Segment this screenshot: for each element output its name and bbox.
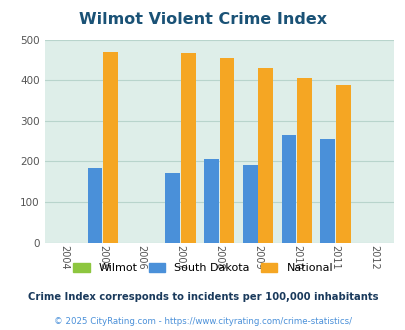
Bar xyxy=(281,135,296,243)
Bar xyxy=(165,173,179,243)
Bar xyxy=(242,165,257,243)
Text: Wilmot Violent Crime Index: Wilmot Violent Crime Index xyxy=(79,12,326,26)
Legend: Wilmot, South Dakota, National: Wilmot, South Dakota, National xyxy=(68,258,337,278)
Bar xyxy=(103,52,118,243)
Bar xyxy=(87,168,102,243)
Bar xyxy=(258,68,273,243)
Bar xyxy=(204,159,218,243)
Bar xyxy=(180,53,195,243)
Text: Crime Index corresponds to incidents per 100,000 inhabitants: Crime Index corresponds to incidents per… xyxy=(28,292,377,302)
Bar xyxy=(335,85,350,243)
Bar xyxy=(320,139,335,243)
Text: © 2025 CityRating.com - https://www.cityrating.com/crime-statistics/: © 2025 CityRating.com - https://www.city… xyxy=(54,317,351,326)
Bar xyxy=(296,78,311,243)
Bar xyxy=(219,58,234,243)
